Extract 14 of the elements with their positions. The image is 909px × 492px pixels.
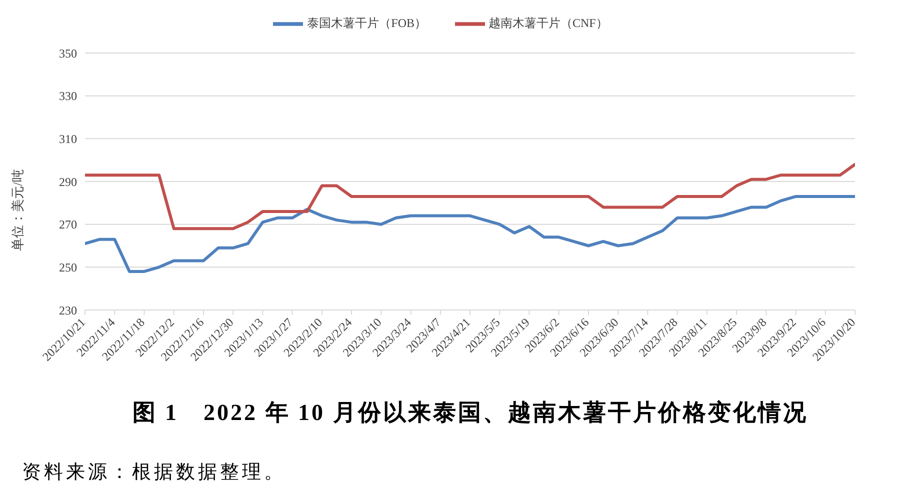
y-tick-label: 330 [59, 89, 77, 104]
y-axis-title: 单位：美元/吨 [10, 169, 25, 251]
text: 图 1 2022 年 10 月份以来泰国、越南木薯干片价格变化情况 [131, 399, 809, 427]
y-tick-label: 310 [59, 132, 77, 146]
y-tick-label: 290 [59, 174, 77, 189]
line-series [85, 162, 855, 230]
text: 资料来源：根据数据整理。 [22, 461, 286, 485]
y-tick-label: 250 [59, 260, 77, 274]
y-tick-label: 230 [59, 303, 77, 318]
legend-label: 泰国木薯干片（FOB） [307, 16, 426, 30]
y-tick-label: 350 [59, 46, 77, 60]
y-tick-label: 270 [59, 218, 77, 232]
legend-label: 越南木薯干片（CNF） [488, 16, 608, 30]
line-series [85, 194, 855, 273]
